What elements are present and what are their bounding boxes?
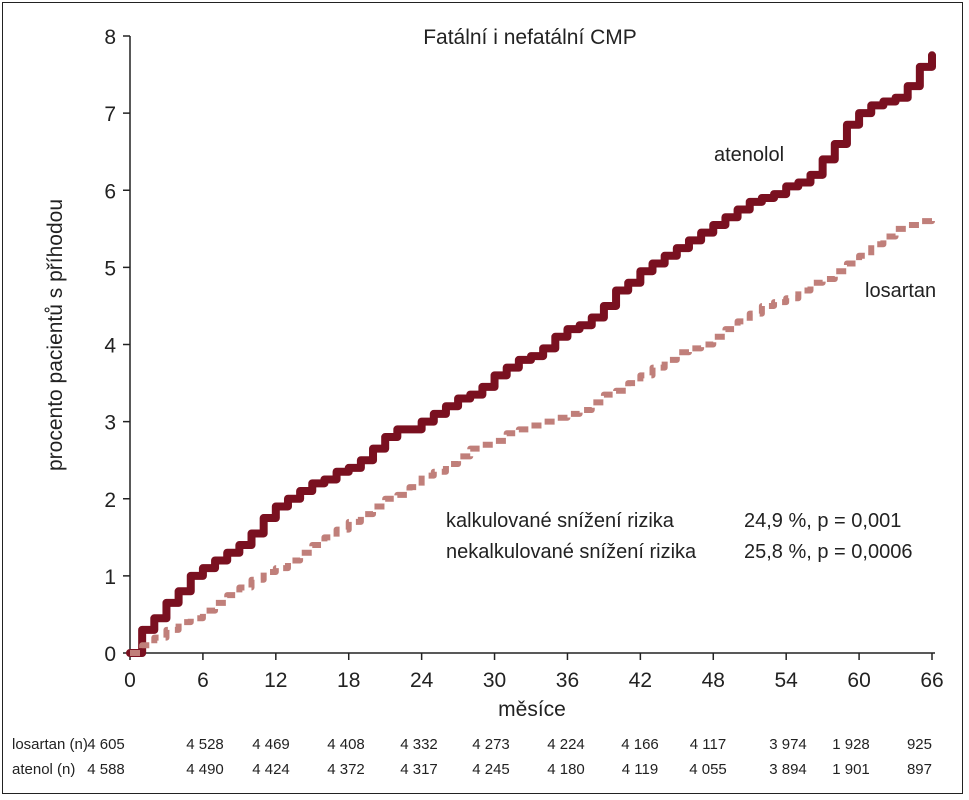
risk-table-cell: 4 055	[689, 761, 727, 778]
risk-table-cell: 3 974	[769, 736, 807, 753]
y-tick-label: 8	[104, 26, 116, 49]
series-line-atenolol	[126, 51, 936, 657]
risk-table-cell: 897	[907, 761, 932, 778]
x-tick-label: 12	[264, 669, 287, 692]
y-tick-label: 3	[104, 412, 116, 435]
risk-table-cell: 4 372	[327, 761, 365, 778]
risk-table-cell: 4 119	[622, 761, 658, 778]
chart-title: Fatální i nefatální CMP	[423, 26, 637, 49]
x-tick-label: 48	[702, 669, 725, 692]
x-tick-label: 6	[197, 669, 209, 692]
annotation-calculated-label: kalkulované snížení rizika	[446, 510, 675, 532]
y-axis-label: procento pacientů s příhodou	[44, 199, 67, 471]
risk-table-cell: 4 180	[547, 761, 585, 778]
risk-table-cell: 3 894	[769, 761, 807, 778]
y-tick-label: 2	[104, 489, 116, 512]
x-tick-label: 24	[410, 669, 434, 692]
risk-row-label-atenol: atenol (n)	[12, 761, 75, 778]
x-tick-label: 36	[556, 669, 579, 692]
x-tick-label: 66	[920, 669, 943, 692]
annotation-uncalculated-label: nekalkulované snížení rizika	[446, 541, 697, 563]
y-tick-label: 4	[104, 335, 116, 358]
risk-table-cell: 4 117	[690, 736, 726, 753]
risk-table-cell: 4 424	[252, 761, 290, 778]
y-tick-label: 6	[104, 180, 116, 203]
risk-table-cell: 4 588	[87, 761, 125, 778]
risk-table-cell: 4 408	[327, 736, 365, 753]
y-tick-label: 1	[104, 566, 116, 589]
risk-table-cell: 4 490	[186, 761, 224, 778]
risk-table-cell: 4 245	[472, 761, 510, 778]
risk-table-cell: 4 605	[87, 736, 125, 753]
annotation-calculated-value: 24,9 %, p = 0,001	[744, 510, 901, 532]
annotation-uncalculated-value: 25,8 %, p = 0,0006	[744, 541, 912, 563]
risk-table-cell: 4 469	[252, 736, 290, 753]
series-label-atenolol: atenolol	[714, 144, 784, 166]
series-line-losartan	[130, 217, 935, 656]
risk-table-cell: 4 166	[621, 736, 659, 753]
risk-table-cell: 4 224	[547, 736, 585, 753]
x-tick-label: 30	[483, 669, 506, 692]
risk-table-cell: 1 901	[832, 761, 870, 778]
risk-table: losartan (n) atenol (n) 4 605 4 528 4 469 4…	[12, 736, 932, 778]
x-tick-label: 18	[337, 669, 360, 692]
x-tick-label: 0	[124, 669, 136, 692]
x-tick-label: 54	[775, 669, 799, 692]
risk-table-cell: 925	[907, 736, 932, 753]
x-tick-label: 60	[847, 669, 870, 692]
y-tick-label: 7	[104, 103, 116, 126]
risk-table-cell: 4 317	[400, 761, 438, 778]
risk-table-cell: 4 528	[186, 736, 224, 753]
y-tick-label: 5	[104, 257, 116, 280]
series-label-losartan: losartan	[865, 280, 936, 302]
x-tick-label: 42	[629, 669, 652, 692]
risk-table-cell: 1 928	[832, 736, 870, 753]
x-axis-label: měsíce	[498, 698, 566, 721]
risk-row-label-losartan: losartan (n)	[12, 736, 88, 753]
risk-table-cell: 4 273	[472, 736, 510, 753]
y-tick-label: 0	[104, 643, 116, 666]
risk-table-cell: 4 332	[400, 736, 438, 753]
